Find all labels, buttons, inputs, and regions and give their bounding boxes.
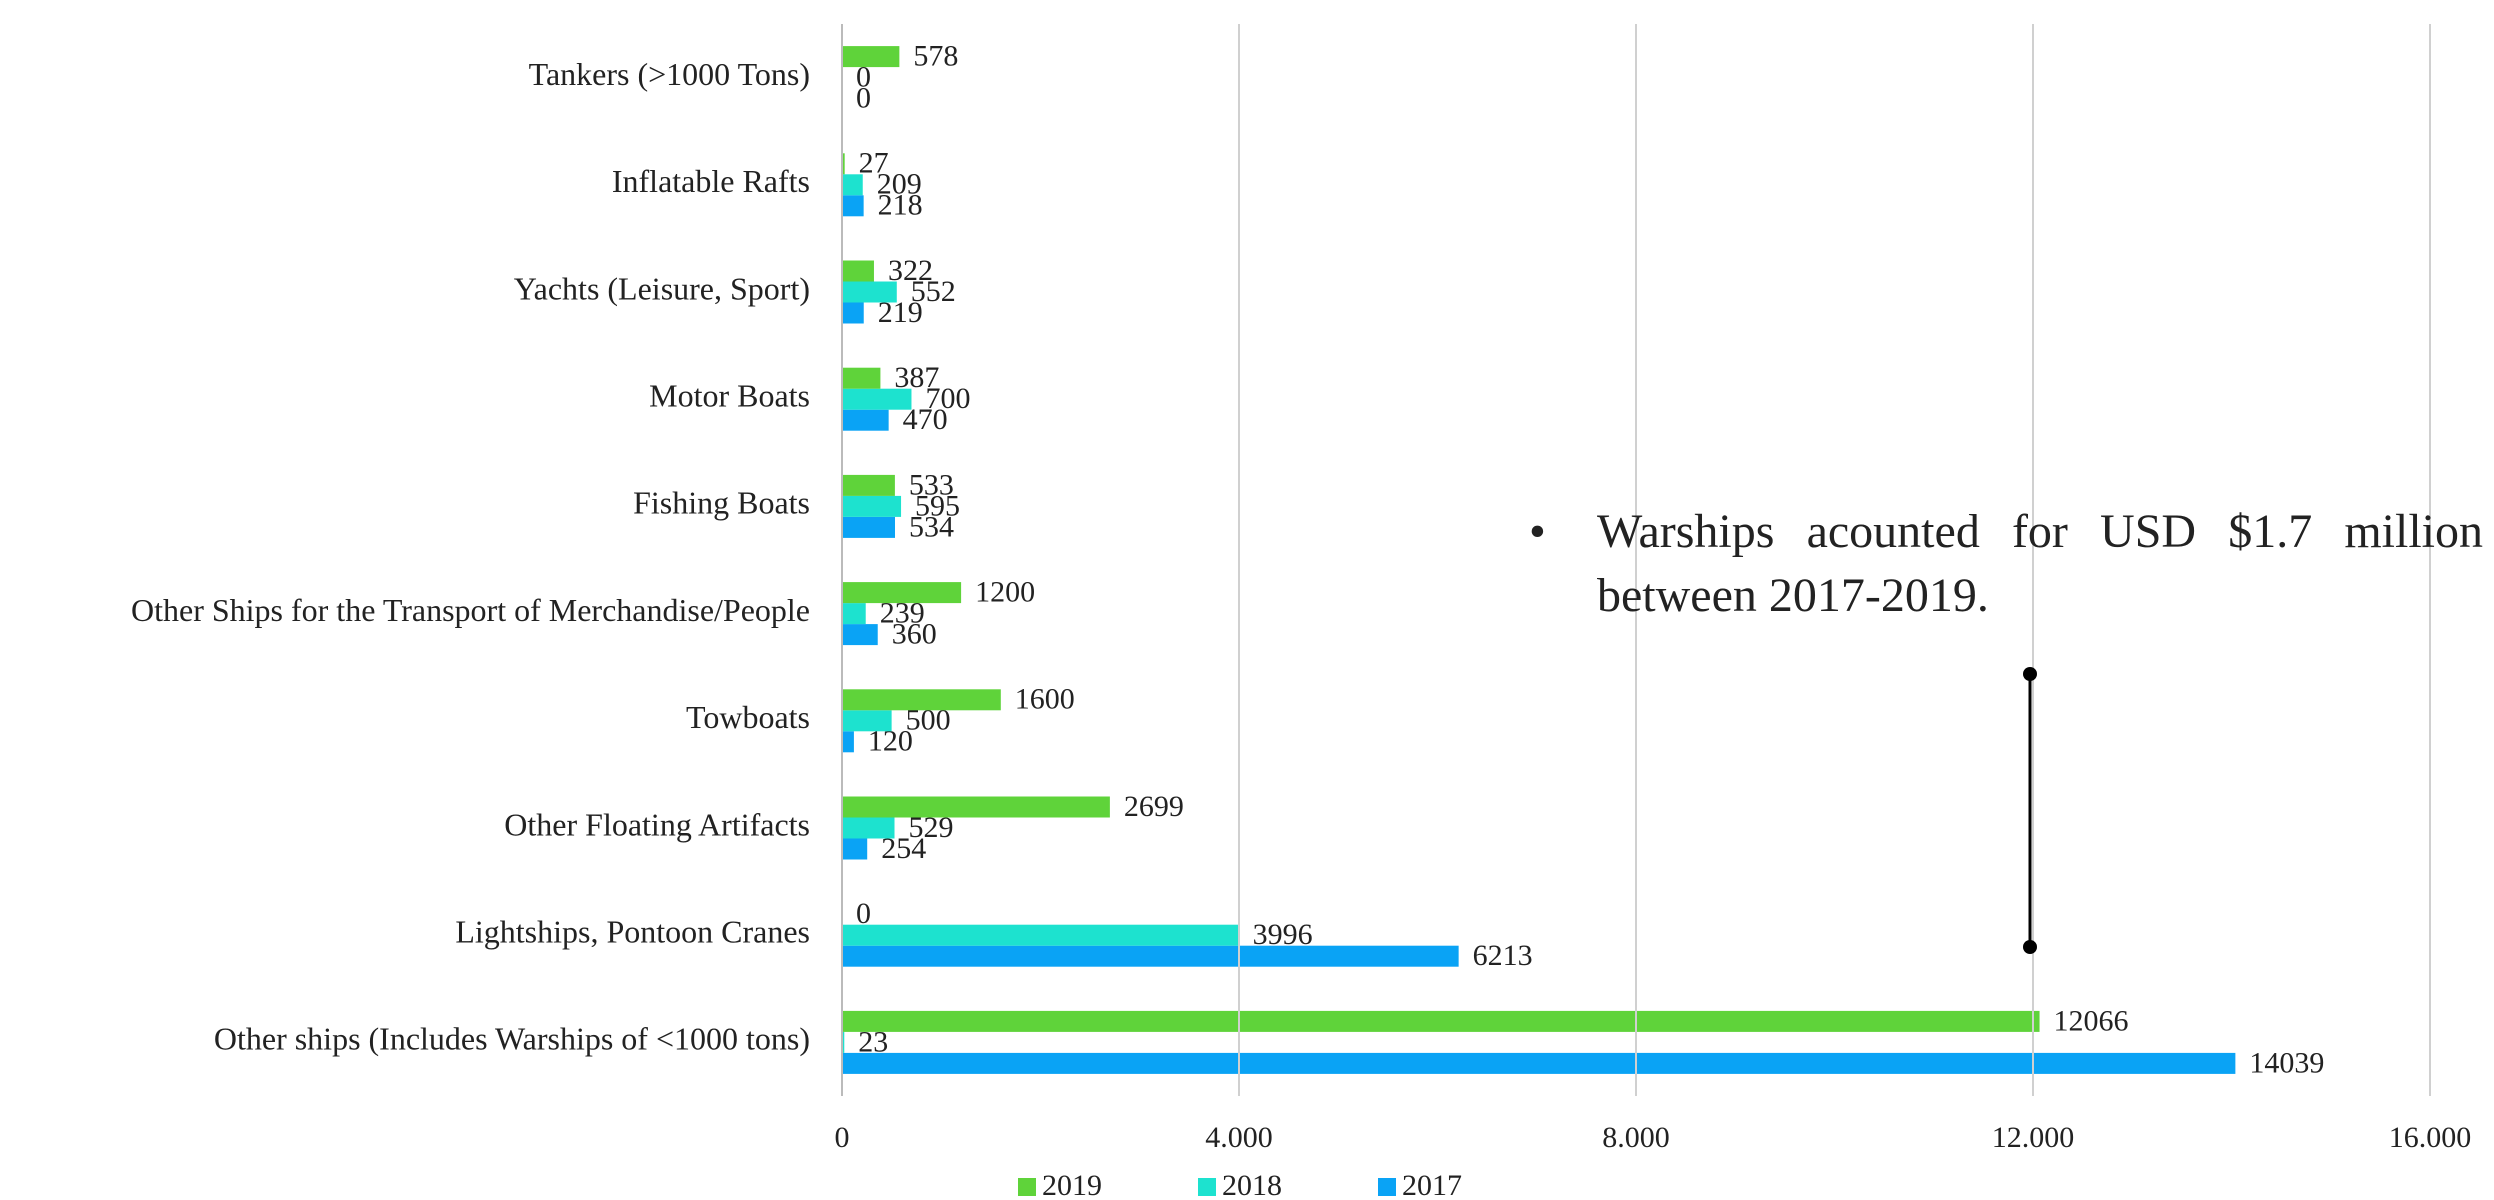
value-label: 6213 [1473,939,1533,972]
bar [842,367,881,389]
bar [842,945,1459,967]
bar [842,302,864,324]
bar [842,838,868,860]
bar [842,495,902,517]
y-tick-label: Lightships, Pontoon Cranes [455,914,810,950]
x-tick-label: 4.000 [1205,1121,1273,1154]
y-tick-label: Fishing Boats [633,485,810,521]
bar [842,1052,2236,1074]
legend-swatch [1198,1178,1216,1196]
legend-swatch [1378,1178,1396,1196]
value-label: 3996 [1253,918,1313,951]
value-label: 14039 [2249,1046,2324,1079]
value-label: 209 [877,168,922,201]
bar [842,731,854,753]
bar [842,1031,845,1053]
bar [842,924,1239,946]
value-label: 595 [915,489,960,522]
bar [842,710,892,732]
x-tick-label: 8.000 [1602,1121,1670,1154]
value-label: 0 [856,897,871,930]
value-label: 27 [859,147,889,180]
value-label: 552 [911,275,956,308]
legend-label: 2018 [1222,1169,1282,1200]
bar [842,603,866,625]
value-label: 360 [892,617,937,650]
y-tick-label: Inflatable Rafts [612,163,810,199]
bar [842,174,863,196]
bar [842,388,912,410]
legend-swatch [1018,1178,1036,1196]
value-label: 578 [913,39,958,72]
bar [842,260,874,282]
value-label: 534 [909,510,954,543]
bracket-dot [2023,940,2037,954]
bar [842,817,895,839]
bar [842,409,889,431]
y-tick-label: Other ships (Includes Warships of <1000 … [214,1021,810,1057]
value-label: 2699 [1124,790,1184,823]
x-tick-label: 16.000 [2389,1121,2472,1154]
value-label: 0 [856,60,871,93]
value-label: 533 [909,468,954,501]
bar [842,582,962,604]
y-tick-label: Towboats [686,699,810,735]
value-label: 322 [888,254,933,287]
value-label: 218 [878,189,923,222]
value-label: 1600 [1015,683,1075,716]
y-tick-label: Tankers (>1000 Tons) [529,56,810,92]
y-tick-label: Other Floating Artifacts [504,806,810,842]
bar [842,195,864,217]
bar [842,281,897,303]
legend-label: 2017 [1402,1169,1462,1200]
value-label: 700 [925,382,970,415]
bar [842,624,878,646]
x-tick-label: 0 [835,1121,850,1154]
value-label: 1200 [975,575,1035,608]
value-label: 387 [894,361,939,394]
y-tick-label: Other Ships for the Transport of Merchan… [131,592,810,628]
bar [842,516,895,538]
y-tick-label: Yachts (Leisure, Sport) [514,270,810,306]
legend-label: 2019 [1042,1169,1102,1200]
bar [842,689,1001,711]
annotation: Warships acounted for USD $1.7 million b… [1529,500,2483,628]
value-label: 12066 [2054,1004,2129,1037]
bar [842,46,900,68]
bracket-dot [2023,667,2037,681]
value-label: 0 [856,81,871,114]
y-tick-label: Motor Boats [649,378,810,414]
bar [842,474,895,496]
bar [842,1010,2040,1032]
bar [842,796,1110,818]
bar [842,153,845,175]
x-tick-label: 12.000 [1992,1121,2075,1154]
